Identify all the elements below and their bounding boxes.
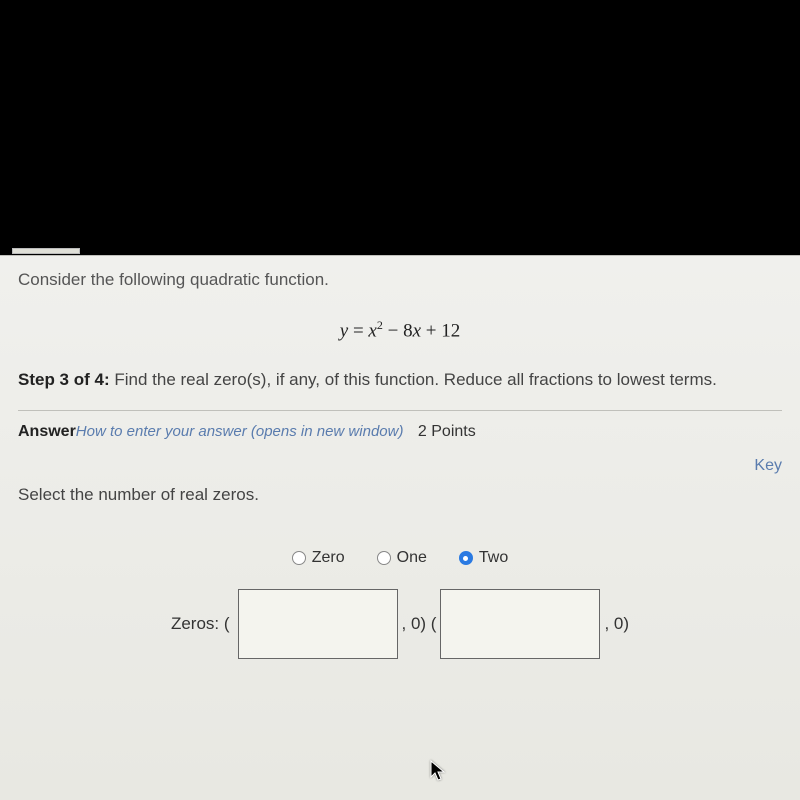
step-label: Step 3 of 4: [18,370,110,389]
select-prompt: Select the number of real zeros. [18,485,782,505]
key-link[interactable]: Key [18,457,782,475]
radio-icon [292,551,306,565]
radio-icon [459,551,473,565]
zeros-input-row: Zeros: ( , 0) ( , 0) [18,589,782,659]
zero-input-1[interactable] [238,589,398,659]
radio-group: Zero One Two [18,549,782,567]
answer-label: Answer [18,423,76,440]
cursor-icon [430,760,446,787]
zeros-joiner-2: , 0) [604,614,629,634]
zeros-joiner-1: , 0) ( [402,614,437,634]
help-link[interactable]: How to enter your answer (opens in new w… [76,423,404,440]
question-panel: Consider the following quadratic functio… [0,255,800,800]
points-label: 2 Points [418,423,476,440]
radio-option-two[interactable]: Two [459,549,508,567]
question-section: Consider the following quadratic functio… [18,270,782,411]
radio-label: Two [479,549,508,567]
zero-input-2[interactable] [440,589,600,659]
radio-icon [377,551,391,565]
zeros-label: Zeros: ( [171,614,230,634]
radio-option-one[interactable]: One [377,549,427,567]
step-text: Find the real zero(s), if any, of this f… [114,370,717,389]
radio-option-zero[interactable]: Zero [292,549,345,567]
radio-label: One [397,549,427,567]
top-border-fragment [12,248,80,254]
question-prompt: Consider the following quadratic functio… [18,270,782,290]
step-instruction: Step 3 of 4: Find the real zero(s), if a… [18,370,782,390]
equation-display: y = x2 − 8x + 12 [18,318,782,342]
radio-label: Zero [312,549,345,567]
answer-header: AnswerHow to enter your answer (opens in… [18,423,782,441]
